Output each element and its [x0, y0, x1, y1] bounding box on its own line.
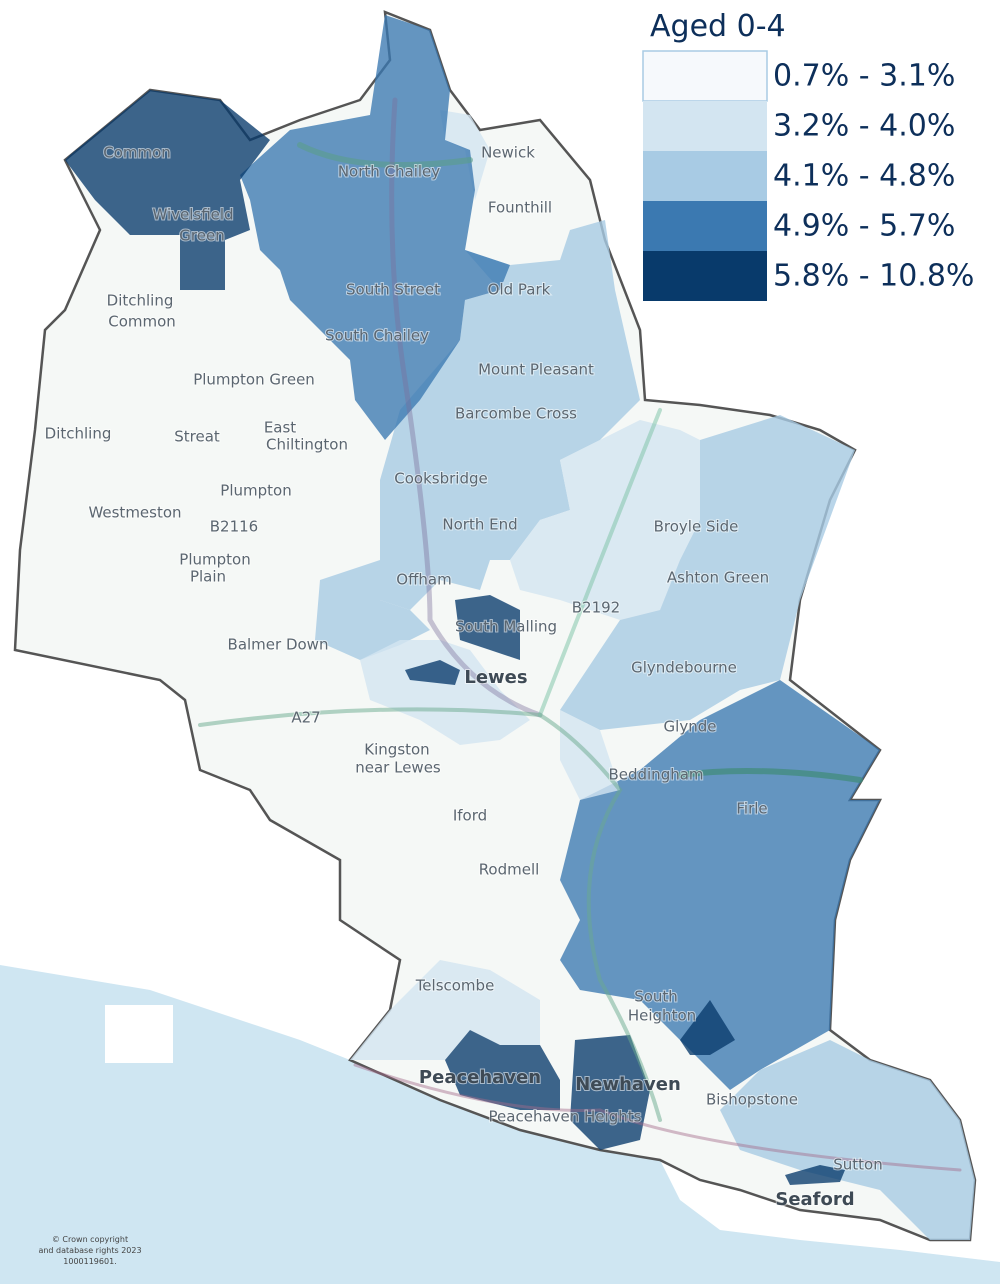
place-label: North End [442, 516, 517, 534]
region [445, 1030, 560, 1110]
place-label: Kingston [364, 741, 429, 759]
place-label: South Chailey [325, 327, 429, 345]
legend-title: Aged 0-4 [650, 9, 786, 44]
place-label: Peacehaven [419, 1067, 541, 1088]
place-label: Westmeston [88, 504, 181, 522]
place-label: Plumpton [179, 551, 250, 569]
place-label: Broyle Side [654, 518, 739, 536]
place-label: Offham [396, 571, 451, 589]
land-patch [105, 1005, 173, 1063]
sea [0, 965, 1000, 1284]
region [560, 415, 855, 730]
region [440, 110, 490, 200]
place-label: Ditchling [45, 425, 112, 443]
place-label: Ashton Green [667, 569, 769, 587]
road [198, 707, 662, 1122]
place-label: Firle [736, 800, 767, 818]
place-label: Barcombe Cross [455, 405, 577, 423]
road [389, 97, 543, 718]
place-label: Beddingham [608, 766, 703, 784]
regions [65, 15, 975, 1240]
roads [198, 97, 962, 1172]
legend: Aged 0-4 0.7% - 3.1% 3.2% - 4.0% 4.1% - 4.… [642, 9, 974, 301]
place-label: North Chailey [338, 163, 440, 181]
place-label: near Lewes [355, 759, 441, 777]
place-label: Plain [190, 568, 226, 586]
place-label: B2192 [572, 599, 620, 617]
place-label: Plumpton Green [193, 371, 315, 389]
region [560, 680, 880, 1090]
place-label: Green [179, 227, 224, 245]
place-label: Newick [481, 144, 535, 162]
region [570, 1035, 650, 1150]
road [538, 408, 662, 717]
legend-swatch [643, 151, 767, 201]
place-label: A27 [291, 709, 320, 727]
place-label: Lewes [464, 667, 527, 688]
place-label: Chiltington [266, 436, 348, 454]
place-label: Wivelsfield [152, 206, 233, 224]
legend-label: 5.8% - 10.8% [773, 259, 974, 294]
region [510, 420, 700, 620]
region [360, 640, 530, 745]
place-label: Glyndebourne [631, 659, 737, 677]
place-label: Common [103, 144, 171, 162]
legend-label: 4.9% - 5.7% [773, 209, 955, 244]
copyright-line: and database rights 2023 [38, 1246, 141, 1255]
legend-items: 0.7% - 3.1% 3.2% - 4.0% 4.1% - 4.8% 4.9% - … [642, 50, 974, 301]
place-label: Bishopstone [706, 1091, 798, 1109]
copyright-line: © Crown copyright [52, 1235, 128, 1244]
place-label: Iford [453, 807, 487, 825]
place-label: Heighton [628, 1007, 696, 1025]
road [353, 1063, 962, 1172]
place-label: Plumpton [220, 482, 291, 500]
region [65, 90, 270, 290]
place-label: Founthill [488, 199, 552, 217]
place-label: Streat [174, 428, 220, 446]
place-label: Rodmell [479, 861, 540, 879]
place-label: Balmer Down [228, 636, 329, 654]
copyright-line: 1000119601. [63, 1257, 116, 1266]
place-label: East [264, 419, 296, 437]
road [297, 142, 473, 168]
region [240, 15, 510, 440]
legend-label: 4.1% - 4.8% [773, 159, 955, 194]
legend-label: 3.2% - 4.0% [773, 109, 955, 144]
legend-swatch [643, 101, 767, 151]
place-label: South Street [346, 281, 440, 299]
region [720, 1040, 975, 1240]
legend-swatch [643, 201, 767, 251]
place-label: Peacehaven Heights [489, 1108, 642, 1126]
region [405, 660, 460, 685]
place-label: B2116 [210, 518, 258, 536]
place-label: Ditchling [107, 292, 174, 310]
place-label: Old Park [488, 281, 551, 299]
region [455, 595, 520, 660]
legend-swatch [642, 50, 768, 102]
place-label: Newhaven [575, 1074, 681, 1095]
region [315, 560, 430, 660]
copyright: © Crown copyright and database rights 20… [38, 1235, 141, 1266]
place-label: Cooksbridge [394, 470, 487, 488]
place-label: Telscombe [415, 977, 495, 995]
place-label: Glynde [664, 718, 717, 736]
place-label: Mount Pleasant [478, 361, 594, 379]
region [350, 960, 540, 1060]
region [380, 220, 640, 610]
place-label: South Malling [455, 618, 557, 636]
region [680, 1000, 735, 1055]
place-labels: Common Wivelsfield Green Newick North Chaile… [44, 143, 884, 1212]
place-label: South [634, 988, 678, 1006]
place-label: Seaford [775, 1189, 854, 1210]
legend-swatch [643, 251, 767, 301]
region [785, 1165, 845, 1185]
place-label: Sutton [833, 1156, 882, 1174]
legend-label: 0.7% - 3.1% [773, 59, 955, 94]
road [677, 768, 863, 783]
place-label: Common [108, 313, 176, 331]
